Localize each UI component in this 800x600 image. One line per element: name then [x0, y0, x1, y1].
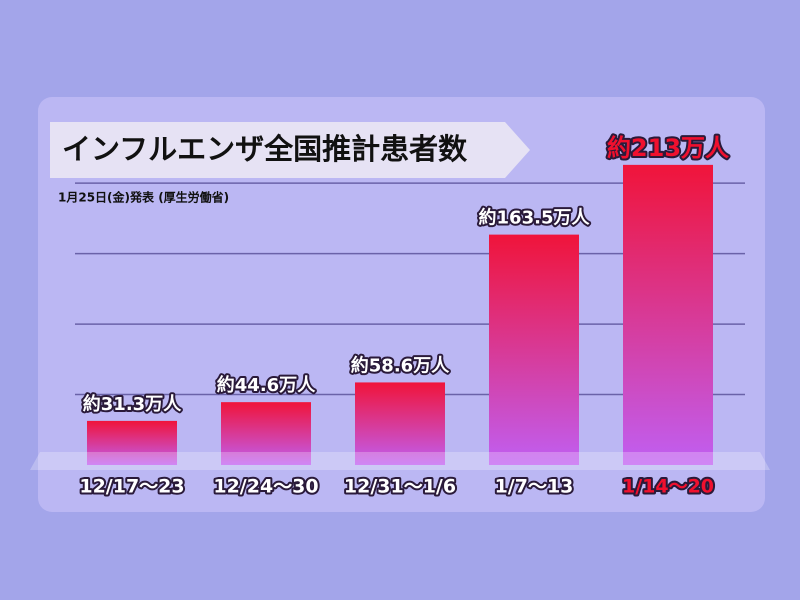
title-banner — [50, 122, 530, 178]
chart-title: インフルエンザ全国推計患者数 — [62, 132, 468, 166]
floor — [30, 452, 770, 470]
bar — [489, 234, 579, 465]
bar — [355, 382, 445, 465]
value-label: 約213万人 — [607, 134, 729, 162]
x-tick-label: 12/17〜23 — [79, 476, 184, 498]
x-tick-label: 12/24〜30 — [213, 476, 318, 498]
bar — [87, 420, 177, 465]
x-tick-label: 12/31〜1/6 — [344, 476, 456, 498]
value-label: 約163.5万人 — [479, 207, 591, 229]
plot: 12/17〜23 約31.3万人 12/24〜30 約44.6万人 12/31〜1/6 約… — [75, 132, 745, 500]
x-tick-label: 1/14〜20 — [622, 476, 714, 498]
x-tick-label: 1/7〜13 — [495, 476, 574, 498]
value-label: 約31.3万人 — [83, 393, 182, 415]
chart-subtitle: 1月25日(金)発表 (厚生労働省) — [58, 190, 229, 205]
panel — [38, 97, 765, 512]
bar — [623, 164, 713, 465]
bar — [221, 402, 311, 465]
value-label: 約44.6万人 — [217, 374, 316, 396]
value-label: 約58.6万人 — [351, 354, 450, 376]
